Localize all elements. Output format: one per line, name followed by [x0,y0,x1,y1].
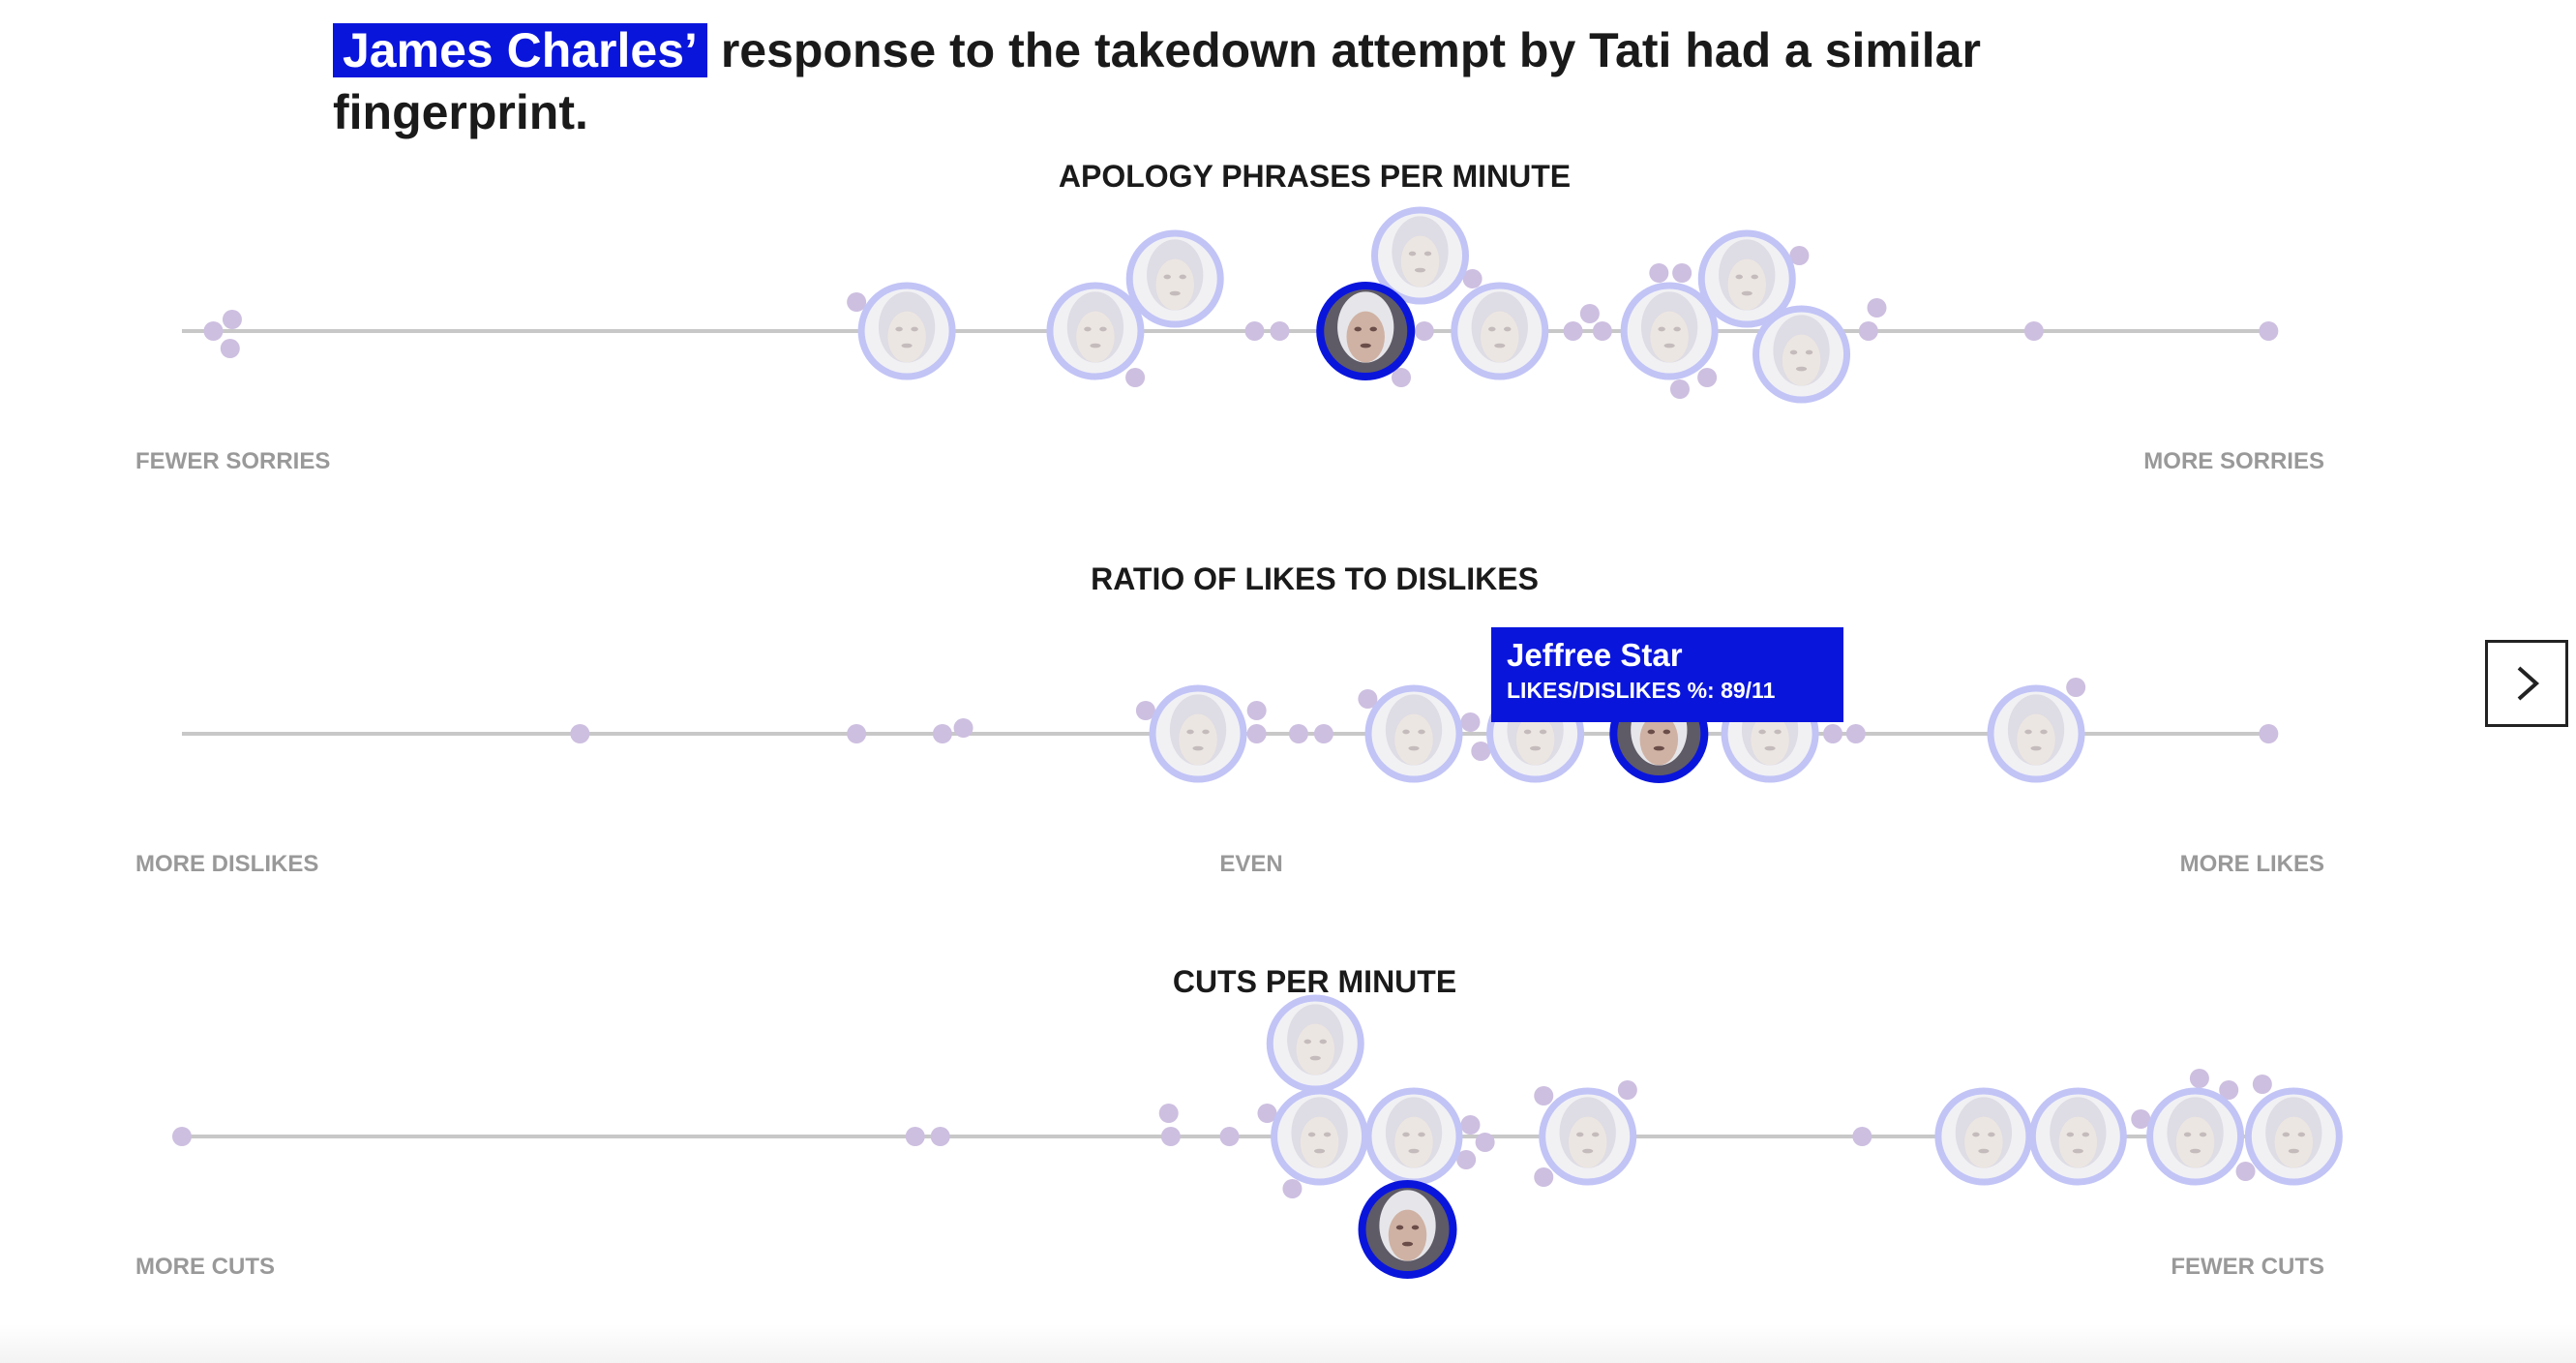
data-point[interactable] [1649,263,1669,283]
data-point[interactable] [1858,321,1878,341]
data-point[interactable] [1534,1167,1554,1187]
data-point-face-highlighted[interactable] [1316,282,1416,380]
chart-title: APOLOGY PHRASES PER MINUTE [1059,159,1571,194]
data-point[interactable] [1244,321,1265,341]
data-point[interactable] [932,724,952,743]
tooltip: Jeffree Star LIKES/DISLIKES %: 89/11 [1491,627,1843,722]
data-point[interactable] [1534,1086,1554,1106]
axis-label-right: MORE SORRIES [2143,448,2324,474]
data-point[interactable] [1672,263,1692,283]
data-point-face-highlighted[interactable] [1358,1180,1457,1279]
axis-label-left: MORE CUTS [135,1254,275,1280]
data-point[interactable] [2259,724,2279,743]
headline-highlight: James Charles’ [333,23,707,77]
axis-label-center: EVEN [1219,851,1282,877]
tooltip-name: Jeffree Star [1507,637,1683,673]
data-point[interactable] [570,724,590,743]
data-point[interactable] [2189,1069,2209,1088]
data-point[interactable] [1852,1127,1872,1146]
data-point[interactable] [172,1127,192,1146]
data-point[interactable] [1462,269,1483,288]
data-point[interactable] [2219,1080,2239,1100]
data-point[interactable] [2023,321,2044,341]
data-point-face[interactable] [1620,282,1719,380]
footer-edge [0,1324,2576,1363]
data-point[interactable] [1158,1104,1179,1123]
data-point[interactable] [1246,701,1267,720]
chart-title: CUTS PER MINUTE [1173,964,1456,999]
next-button[interactable] [2485,640,2568,727]
data-point-face[interactable] [1149,684,1247,783]
data-point-face[interactable] [1697,229,1796,328]
data-point-face[interactable] [1539,1087,1637,1186]
tooltip-stat: LIKES/DISLIKES %: 89/11 [1507,678,1776,703]
data-point[interactable] [1246,724,1267,743]
chevron-right-icon [2517,666,2540,701]
data-point[interactable] [1288,724,1308,743]
data-point[interactable] [1845,724,1866,743]
data-point-face[interactable] [1125,229,1224,328]
data-point[interactable] [930,1127,950,1146]
data-point-face[interactable] [1271,1087,1369,1186]
data-point[interactable] [1392,368,1412,387]
data-point[interactable] [1456,1150,1477,1169]
data-point-face[interactable] [1371,206,1470,305]
data-point[interactable] [1697,368,1718,387]
data-point[interactable] [1471,742,1491,761]
data-point[interactable] [847,292,867,312]
data-point[interactable] [2131,1109,2151,1129]
headline-text: response to the takedown attempt by Tati… [333,23,1981,139]
data-point[interactable] [1257,1104,1277,1123]
data-point-face[interactable] [2146,1087,2245,1186]
data-point[interactable] [1135,701,1155,720]
axis-label-left: FEWER SORRIES [135,448,330,474]
data-point-face[interactable] [1266,994,1364,1093]
data-point[interactable] [1460,1115,1481,1135]
data-point[interactable] [1669,379,1690,399]
data-point[interactable] [1617,1080,1637,1100]
data-point[interactable] [1563,321,1583,341]
data-point[interactable] [1160,1127,1181,1146]
data-point[interactable] [1414,321,1434,341]
data-point[interactable] [203,321,224,341]
data-point[interactable] [2066,678,2086,697]
axis-label-right: FEWER CUTS [2171,1254,2324,1280]
data-point-face[interactable] [1934,1087,2033,1186]
data-point[interactable] [1282,1179,1303,1198]
data-point[interactable] [1823,724,1843,743]
data-point[interactable] [847,724,867,743]
data-point[interactable] [1460,712,1481,732]
chart-title: RATIO OF LIKES TO DISLIKES [1091,561,1539,596]
data-point[interactable] [1789,246,1810,265]
data-point[interactable] [2259,321,2279,341]
data-point[interactable] [1867,298,1887,318]
data-point-face[interactable] [1364,1087,1463,1186]
axis-label-right: MORE LIKES [2180,851,2324,877]
data-point-face[interactable] [1046,282,1145,380]
data-point[interactable] [2252,1075,2272,1094]
data-point-face[interactable] [2028,1087,2127,1186]
data-point-face[interactable] [1364,684,1463,783]
data-point-face[interactable] [1987,684,2085,783]
data-point[interactable] [1219,1127,1240,1146]
data-point-face[interactable] [1451,282,1549,380]
data-point[interactable] [2235,1162,2256,1181]
headline: James Charles’ response to the takedown … [333,19,2133,143]
data-point[interactable] [1579,304,1600,323]
data-point[interactable] [1475,1133,1495,1152]
data-point[interactable] [905,1127,925,1146]
data-point[interactable] [1270,321,1290,341]
data-point[interactable] [1125,368,1146,387]
data-point-face[interactable] [2244,1087,2343,1186]
data-point[interactable] [953,718,973,738]
data-point-face[interactable] [857,282,956,380]
axis-label-left: MORE DISLIKES [135,851,318,877]
data-point[interactable] [220,339,240,358]
data-point[interactable] [1358,689,1378,709]
data-point[interactable] [222,310,242,329]
data-point-face[interactable] [1752,305,1851,404]
data-point[interactable] [1313,724,1333,743]
data-point[interactable] [1592,321,1612,341]
